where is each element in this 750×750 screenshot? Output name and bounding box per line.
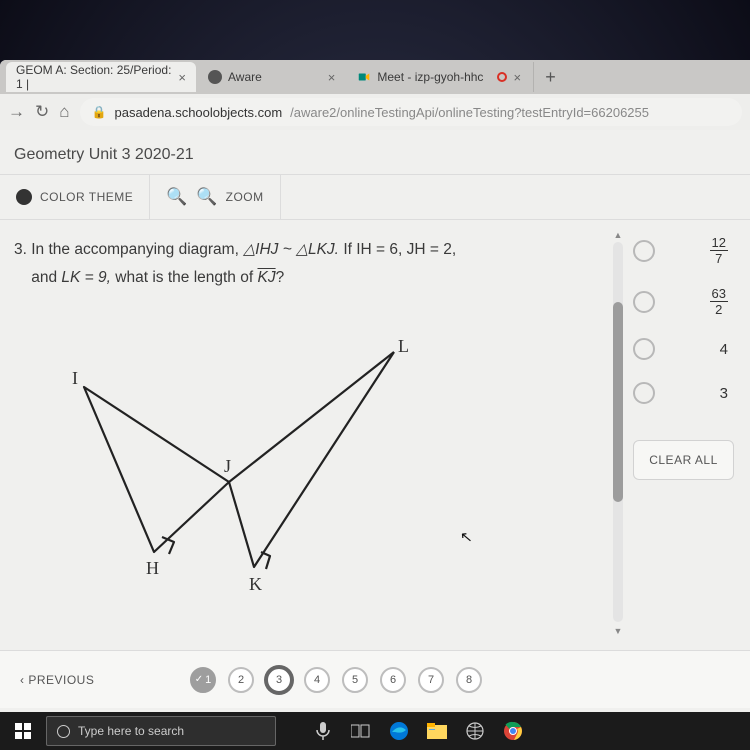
tab-label: Meet - izp-gyoh-hhc bbox=[377, 70, 483, 84]
color-theme-button[interactable]: COLOR THEME bbox=[0, 175, 150, 219]
question-and: and bbox=[31, 269, 57, 286]
home-icon[interactable]: ⌂ bbox=[59, 102, 69, 122]
browser-tab-meet[interactable]: Meet - izp-gyoh-hhc × bbox=[347, 62, 531, 92]
close-icon[interactable]: × bbox=[513, 70, 521, 85]
answer-value: 3 bbox=[720, 385, 728, 402]
mic-icon[interactable] bbox=[312, 720, 334, 742]
svg-text:L: L bbox=[398, 336, 409, 356]
zoom-label: ZOOM bbox=[226, 190, 264, 204]
globe-dark-icon[interactable] bbox=[464, 720, 486, 742]
browser-tab-strip: GEOM A: Section: 25/Period: 1 | × Aware … bbox=[0, 60, 750, 94]
cortana-icon bbox=[57, 725, 70, 738]
search-placeholder: Type here to search bbox=[78, 724, 184, 738]
question-pill-5[interactable]: 5 bbox=[342, 667, 368, 693]
browser-tab-geom[interactable]: GEOM A: Section: 25/Period: 1 | × bbox=[6, 62, 196, 92]
zoom-button[interactable]: 🔍 🔍 ZOOM bbox=[150, 175, 280, 219]
clear-all-button[interactable]: CLEAR ALL bbox=[633, 440, 734, 480]
question-pills: 12345678 bbox=[190, 667, 482, 693]
zoom-out-icon: 🔍 bbox=[166, 187, 188, 207]
question-ask: what is the length of bbox=[115, 269, 253, 286]
task-view-icon[interactable] bbox=[350, 720, 372, 742]
zoom-in-icon: 🔍 bbox=[196, 187, 218, 207]
close-icon[interactable]: × bbox=[178, 70, 186, 85]
new-tab-button[interactable]: + bbox=[533, 62, 561, 92]
chrome-icon[interactable] bbox=[502, 720, 524, 742]
scroll-down-icon[interactable]: ▼ bbox=[613, 626, 623, 636]
question-pill-3[interactable]: 3 bbox=[266, 667, 292, 693]
question-pill-4[interactable]: 4 bbox=[304, 667, 330, 693]
svg-text:I: I bbox=[72, 368, 78, 388]
radio-icon[interactable] bbox=[633, 382, 655, 404]
svg-text:K: K bbox=[249, 574, 262, 594]
forward-icon[interactable]: → bbox=[8, 102, 25, 122]
answer-value: 127 bbox=[710, 236, 728, 265]
question-kj: KJ bbox=[257, 269, 275, 286]
reload-icon[interactable]: ↻ bbox=[35, 102, 49, 122]
question-pill-8[interactable]: 8 bbox=[456, 667, 482, 693]
windows-taskbar: Type here to search bbox=[0, 712, 750, 750]
color-theme-label: COLOR THEME bbox=[40, 190, 133, 204]
app-toolbar: COLOR THEME 🔍 🔍 ZOOM bbox=[0, 174, 750, 220]
question-cond1: If IH = 6, JH = 2, bbox=[343, 241, 456, 258]
scrollbar-thumb[interactable] bbox=[613, 302, 623, 502]
answer-option-b[interactable]: 632 bbox=[633, 287, 734, 316]
question-sim: △IHJ ~ △LKJ. bbox=[243, 241, 339, 258]
svg-text:H: H bbox=[146, 558, 159, 578]
url-domain: pasadena.schoolobjects.com bbox=[114, 105, 282, 120]
geometry-diagram: I H J K L bbox=[14, 312, 454, 602]
answer-value: 4 bbox=[720, 341, 728, 358]
question-area: 3. In the accompanying diagram, △IHJ ~ △… bbox=[12, 228, 603, 650]
lock-icon: 🔒 bbox=[92, 105, 107, 119]
taskbar-icons bbox=[312, 720, 524, 742]
radio-icon[interactable] bbox=[633, 291, 655, 313]
record-icon bbox=[497, 72, 507, 82]
question-number: 3. bbox=[14, 241, 27, 258]
question-pre: In the accompanying diagram, bbox=[31, 241, 239, 258]
question-pill-2[interactable]: 2 bbox=[228, 667, 254, 693]
meet-icon bbox=[357, 70, 371, 84]
url-input[interactable]: 🔒 pasadena.schoolobjects.com/aware2/onli… bbox=[80, 98, 742, 126]
radio-icon[interactable] bbox=[633, 338, 655, 360]
start-button[interactable] bbox=[6, 714, 40, 748]
radio-icon[interactable] bbox=[633, 240, 655, 262]
mouse-cursor-icon: ↖ bbox=[460, 527, 474, 546]
taskbar-search[interactable]: Type here to search bbox=[46, 716, 276, 746]
question-nav: ‹ PREVIOUS 12345678 bbox=[0, 650, 750, 708]
page-title: Geometry Unit 3 2020-21 bbox=[0, 130, 750, 174]
question-cond2: LK = 9, bbox=[61, 269, 111, 286]
scroll-up-icon[interactable]: ▲ bbox=[613, 230, 623, 240]
tab-label: Aware bbox=[228, 70, 262, 84]
question-pill-7[interactable]: 7 bbox=[418, 667, 444, 693]
answer-option-c[interactable]: 4 bbox=[633, 338, 734, 360]
url-path: /aware2/onlineTestingApi/onlineTesting?t… bbox=[290, 105, 649, 120]
answer-value: 632 bbox=[710, 287, 728, 316]
answer-options: 127 632 4 3 CLEAR ALL bbox=[633, 228, 738, 650]
answer-option-d[interactable]: 3 bbox=[633, 382, 734, 404]
question-pill-1[interactable]: 1 bbox=[190, 667, 216, 693]
main-content: 3. In the accompanying diagram, △IHJ ~ △… bbox=[0, 220, 750, 650]
question-text: 3. In the accompanying diagram, △IHJ ~ △… bbox=[14, 236, 597, 292]
close-icon[interactable]: × bbox=[268, 70, 336, 85]
question-scrollbar[interactable]: ▲ ▼ bbox=[613, 242, 623, 622]
file-explorer-icon[interactable] bbox=[426, 720, 448, 742]
tab-label: GEOM A: Section: 25/Period: 1 | bbox=[16, 63, 172, 91]
answer-option-a[interactable]: 127 bbox=[633, 236, 734, 265]
globe-icon bbox=[208, 70, 222, 84]
svg-text:J: J bbox=[224, 456, 231, 476]
browser-tab-aware[interactable]: Aware × bbox=[198, 62, 345, 92]
edge-icon[interactable] bbox=[388, 720, 410, 742]
previous-button[interactable]: ‹ PREVIOUS bbox=[20, 673, 170, 687]
palette-icon bbox=[16, 189, 32, 205]
question-pill-6[interactable]: 6 bbox=[380, 667, 406, 693]
browser-url-bar: → ↻ ⌂ 🔒 pasadena.schoolobjects.com/aware… bbox=[0, 94, 750, 130]
question-qm: ? bbox=[276, 269, 285, 286]
